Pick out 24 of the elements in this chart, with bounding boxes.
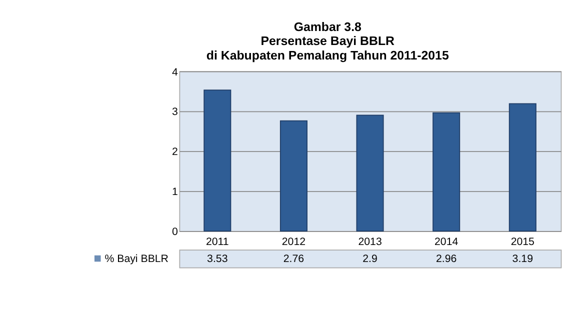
data-label: 3.19 <box>512 253 534 266</box>
text: di Kabupaten Pemalang Tahun 2011-2015 <box>206 48 449 62</box>
x-tick-label: 2011 <box>206 236 229 248</box>
y-tick-label: 1 <box>172 186 178 198</box>
x-tick-label: 2013 <box>358 236 382 248</box>
y-tick-label: 0 <box>172 226 178 238</box>
bar <box>508 103 536 232</box>
bar <box>280 120 308 232</box>
y-tick-label: 3 <box>172 106 178 118</box>
x-tick-label: 2015 <box>510 236 535 248</box>
data-label: 2.9 <box>362 253 378 266</box>
text: Persentase Bayi BBLR <box>260 34 395 48</box>
x-tick-label: 2014 <box>434 236 458 248</box>
text: Gambar 3.8 <box>294 20 362 34</box>
bar <box>432 112 460 232</box>
data-label: 2.76 <box>283 253 304 266</box>
bar <box>204 90 232 232</box>
x-tick-label: 2012 <box>282 236 306 248</box>
bar <box>356 114 384 232</box>
y-tick-label: 2 <box>172 146 178 158</box>
data-label: 3.53 <box>207 253 228 266</box>
data-label: 2.96 <box>436 253 457 266</box>
legend-label: % Bayi BBLR <box>104 253 169 266</box>
y-tick-label: 4 <box>172 66 178 78</box>
